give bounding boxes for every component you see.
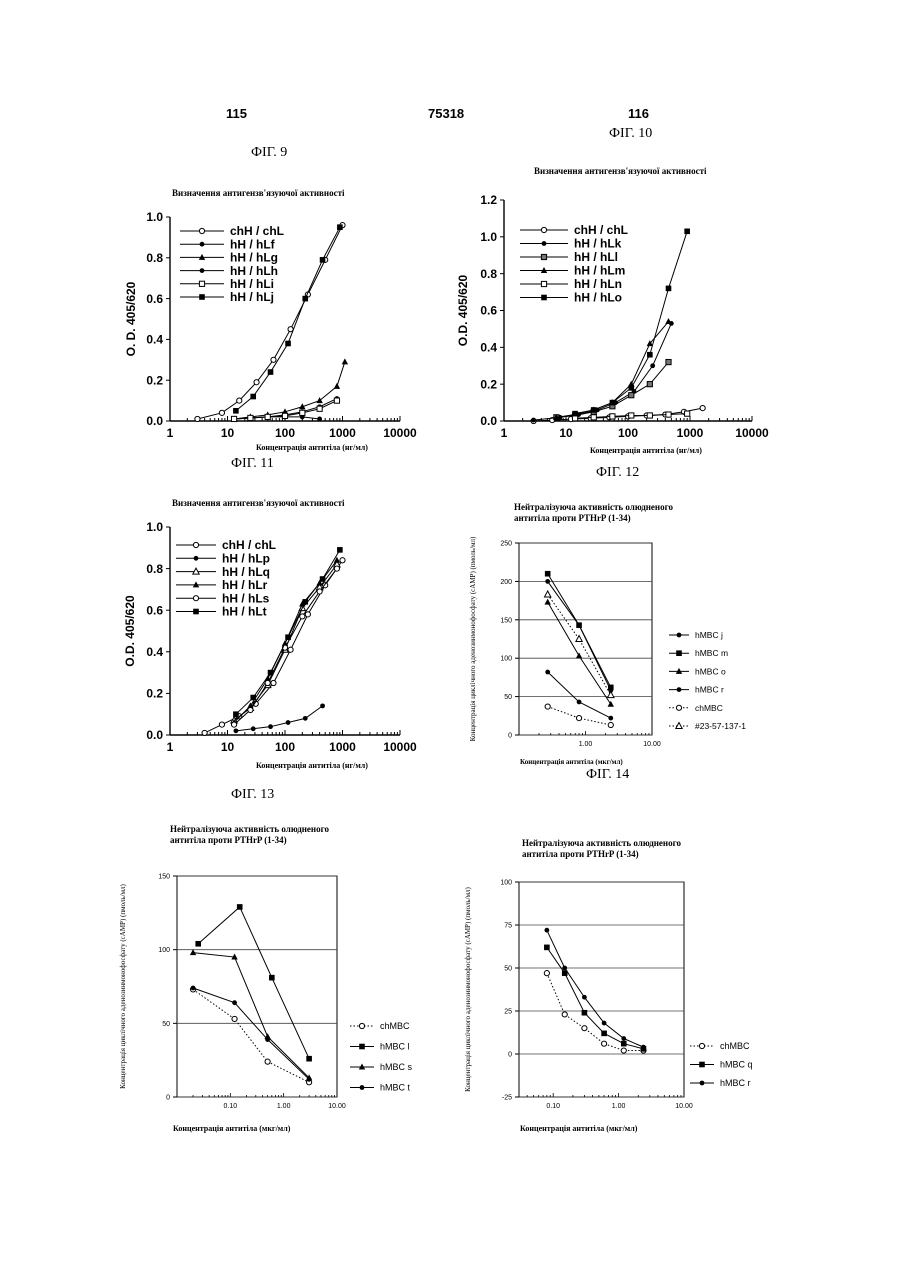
fig14-data-point [582,1010,588,1016]
fig14-x-tick-label: 0.10 [546,1103,560,1110]
fig14-legend-marker [699,1062,705,1068]
fig14-y-tick-label: 50 [504,965,512,972]
fig14-y-tick-label: 75 [504,922,512,929]
fig14-data-point [601,1041,606,1046]
fig14-x-tick-label: 1.00 [612,1103,626,1110]
fig14-legend-marker [700,1081,705,1086]
fig14-y-tick-label: 0 [508,1051,512,1058]
fig14-series-line [547,947,644,1048]
fig14-data-point [621,1041,627,1047]
fig14-legend-label: hMBC q [720,1060,753,1070]
fig14-data-point [562,1012,567,1017]
fig14-plot-frame [519,882,684,1097]
fig14-data-point [562,966,567,971]
fig14-data-point [601,1031,607,1037]
fig14-legend-label: chMBC [720,1041,750,1051]
fig14-legend-label: hMBC r [720,1078,751,1088]
fig14-data-point [544,945,550,951]
fig14-y-tick-label: -25 [502,1094,512,1101]
fig14-series-line [547,930,644,1047]
fig14-y-axis-label: Концентрація циклічного аденозинмонофосф… [464,887,472,1092]
fig14-data-point [602,1021,607,1026]
fig14-x-axis-label: Концентрація антитіла (мкг/мл) [520,1124,638,1133]
fig14-data-point [641,1045,646,1050]
fig14-chart: -25 0 25 50 75 100 0.10 1.00 10.00 Концентрація ц… [0,0,901,1273]
fig14-legend-marker [699,1043,704,1048]
fig14-x-tick-label: 10.00 [675,1103,693,1110]
fig14-data-point [544,971,549,976]
fig14-data-point [621,1036,626,1041]
fig14-data-point [582,995,587,1000]
fig14-data-point [582,1026,587,1031]
fig14-y-tick-label: 100 [500,879,512,886]
fig14-data-point [621,1048,626,1053]
fig14-data-point [544,928,549,933]
fig14-y-tick-label: 25 [504,1008,512,1015]
